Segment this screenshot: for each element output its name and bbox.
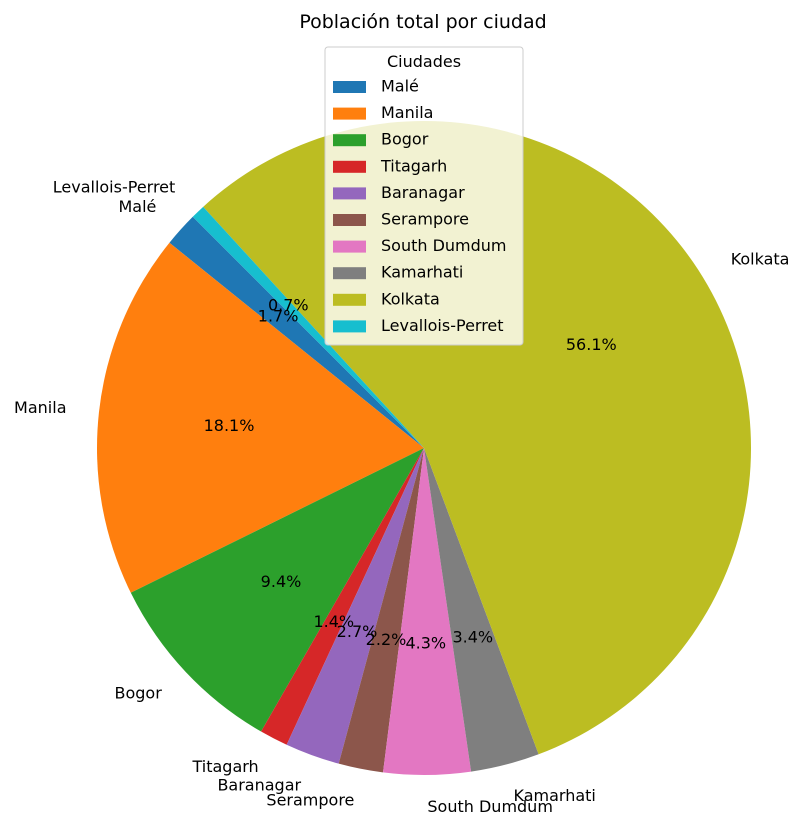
legend-swatch-manila xyxy=(333,107,366,120)
pie-slice-serampore xyxy=(338,448,424,773)
legend-swatch-male xyxy=(333,81,366,93)
pie-slice-south-dumdum xyxy=(383,448,472,775)
legend-label-kamarhati: Kamarhati xyxy=(381,263,463,282)
chart-title: Población total por ciudad xyxy=(299,11,546,33)
pie-slice-male xyxy=(169,216,424,448)
slice-percent-titagarh: 1.4% xyxy=(313,612,354,631)
slice-label-male: Malé xyxy=(118,197,156,216)
slice-label-serampore: Serampore xyxy=(266,790,354,809)
legend-label-kolkata: Kolkata xyxy=(381,289,440,308)
legend-label-baranagar: Baranagar xyxy=(381,183,465,202)
legend-label-south-dumdum: South Dumdum xyxy=(381,236,507,255)
legend: Ciudades Malé Manila Bogor Titagarh Baranaga… xyxy=(324,46,524,346)
slice-percent-kamarhati: 3.4% xyxy=(452,628,493,647)
slice-label-bogor: Bogor xyxy=(115,684,163,703)
legend-label-male: Malé xyxy=(381,77,419,96)
pie-slice-baranagar xyxy=(286,448,424,764)
slice-percent-bogor: 9.4% xyxy=(261,572,302,591)
pie-slice-kamarhati xyxy=(424,448,539,772)
slice-percent-male: 1.7% xyxy=(258,306,299,325)
slice-percent-baranagar: 2.7% xyxy=(337,622,378,641)
slice-label-south-dumdum: South Dumdum xyxy=(427,797,553,816)
legend-swatch-south-dumdum xyxy=(333,240,366,253)
legend-title: Ciudades xyxy=(387,52,461,71)
slice-percent-south-dumdum: 4.3% xyxy=(405,634,446,653)
slice-percent-serampore: 2.2% xyxy=(366,630,407,649)
pie-slice-bogor xyxy=(130,448,425,732)
legend-items: Malé Manila Bogor Titagarh Baranagar Serampor… xyxy=(333,77,507,335)
slice-label-baranagar: Baranagar xyxy=(217,776,301,795)
slice-percent-kolkata: 56.1% xyxy=(566,335,617,354)
slice-label-levallois-perret: Levallois-Perret xyxy=(53,178,176,197)
legend-swatch-kolkata xyxy=(333,293,366,306)
slice-label-manila: Manila xyxy=(14,398,66,417)
pie-slice-manila xyxy=(96,242,425,593)
slice-percent-labels: 1.7% 18.1% 9.4% 1.4%2.7%2.2% 4.3% 3.4% 56.1% 0.… xyxy=(204,296,617,653)
slice-label-titagarh: Titagarh xyxy=(191,757,258,776)
legend-swatch-kamarhati xyxy=(333,267,366,280)
slice-label-kolkata: Kolkata xyxy=(731,250,789,269)
pie-slice-levallois-perret xyxy=(192,206,424,448)
legend-frame xyxy=(324,46,524,346)
legend-label-bogor: Bogor xyxy=(381,130,429,149)
legend-swatch-serampore xyxy=(333,214,366,226)
pie-slice-titagarh xyxy=(261,448,424,745)
slice-label-kamarhati: Kamarhati xyxy=(514,786,596,805)
slice-percent-levallois-perret: 0.7% xyxy=(268,296,309,315)
legend-swatch-baranagar xyxy=(333,187,366,200)
legend-label-serampore: Serampore xyxy=(381,210,469,229)
slice-labels: MaléManilaBogorTitagarhBaranagarSerampor… xyxy=(14,178,789,817)
legend-swatch-levallois-perret xyxy=(333,320,366,333)
legend-swatch-bogor xyxy=(333,134,366,147)
legend-label-levallois-perret: Levallois-Perret xyxy=(381,316,504,335)
legend-label-manila: Manila xyxy=(381,103,433,122)
slice-percent-manila: 18.1% xyxy=(204,416,255,435)
legend-label-titagarh: Titagarh xyxy=(380,156,447,175)
legend-swatch-titagarh xyxy=(333,160,366,173)
